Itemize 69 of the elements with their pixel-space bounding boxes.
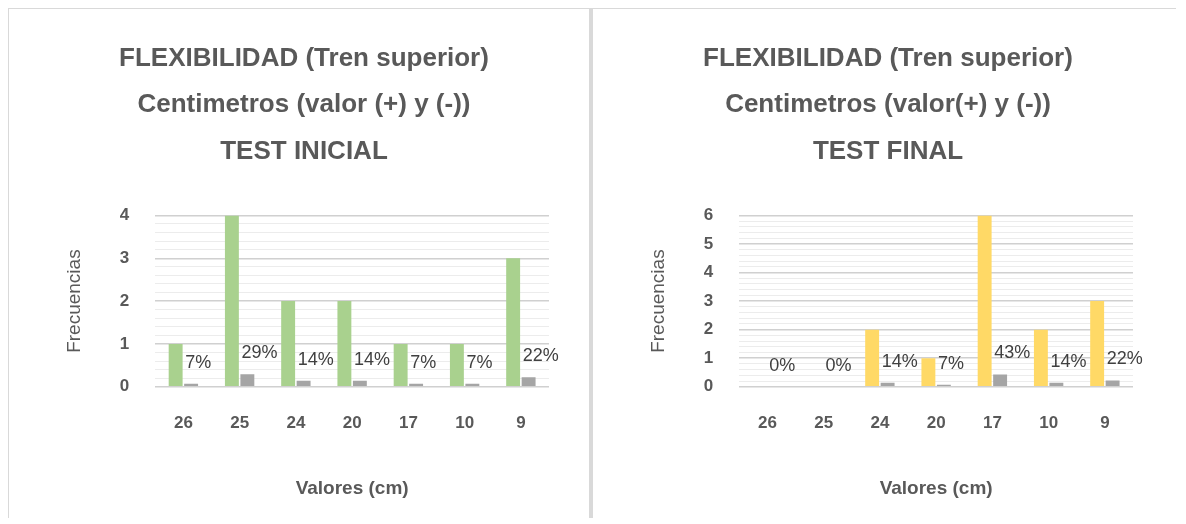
x-tick-label: 24 (870, 412, 890, 432)
y-tick-label: 4 (703, 262, 714, 282)
data-label: 43% (994, 342, 1031, 363)
x-tick-label: 10 (1039, 412, 1059, 432)
bar (449, 343, 464, 387)
bar (1090, 301, 1105, 387)
data-label: 29% (241, 342, 278, 363)
data-label: 14% (353, 348, 390, 369)
x-tick-label: 20 (926, 412, 946, 432)
bar (921, 358, 936, 387)
x-tick-label: 25 (230, 412, 250, 432)
y-tick-label: 3 (703, 290, 714, 310)
data-label: 0% (825, 354, 852, 375)
data-label: 7% (937, 352, 964, 373)
bar (281, 301, 296, 387)
bar (352, 380, 367, 387)
x-axis-title: Valores (cm) (879, 476, 993, 498)
data-label: 7% (466, 351, 493, 372)
bar (465, 383, 480, 387)
x-tick-label: 26 (173, 412, 193, 432)
bar (865, 329, 880, 387)
bar (409, 383, 424, 387)
data-label: 0% (769, 354, 796, 375)
bar (337, 301, 352, 387)
y-tick-label: 0 (119, 376, 130, 396)
x-tick-label: 20 (342, 412, 362, 432)
x-tick-label: 17 (982, 412, 1002, 432)
bar (168, 343, 183, 387)
bar (977, 215, 992, 387)
data-label: 22% (1106, 348, 1143, 369)
y-tick-label: 1 (703, 347, 714, 367)
data-label: 22% (522, 345, 559, 366)
data-label: 7% (185, 351, 212, 372)
data-label: 14% (1050, 350, 1087, 371)
x-tick-label: 9 (516, 412, 526, 432)
data-label: 7% (410, 351, 437, 372)
bar (240, 374, 255, 387)
bar (224, 215, 239, 387)
y-tick-label: 4 (119, 205, 130, 225)
bar (1049, 382, 1064, 387)
x-axis-title: Valores (cm) (295, 476, 409, 498)
bar (393, 343, 408, 387)
data-label: 14% (881, 350, 918, 371)
bar (296, 380, 311, 387)
y-axis-title: Frecuencias (62, 249, 84, 353)
y-tick-label: 1 (119, 333, 130, 353)
y-tick-label: 5 (703, 233, 714, 253)
bar (184, 383, 199, 387)
y-tick-label: 2 (703, 319, 714, 339)
chart-title: FLEXIBILIDAD (Tren superior) Centimetros (valor (+) y (-)) TEST INICIAL (119, 41, 489, 166)
x-tick-label: 24 (286, 412, 306, 432)
bar (880, 382, 895, 387)
bar (993, 374, 1008, 387)
bar (521, 377, 536, 387)
x-tick-label: 17 (398, 412, 418, 432)
bar (1033, 329, 1048, 387)
x-tick-label: 9 (1100, 412, 1110, 432)
y-tick-label: 3 (119, 247, 130, 267)
bar (506, 258, 521, 387)
y-tick-label: 0 (703, 376, 714, 396)
x-tick-label: 26 (757, 412, 777, 432)
bar (1105, 380, 1120, 387)
x-tick-label: 10 (455, 412, 475, 432)
y-tick-label: 6 (703, 205, 714, 225)
y-axis-title: Frecuencias (646, 249, 668, 353)
x-tick-label: 25 (814, 412, 834, 432)
y-tick-label: 2 (119, 290, 130, 310)
chart-title: FLEXIBILIDAD (Tren superior) Centimetros (valor(+) y (-)) TEST FINAL (703, 41, 1073, 166)
data-label: 14% (297, 348, 334, 369)
